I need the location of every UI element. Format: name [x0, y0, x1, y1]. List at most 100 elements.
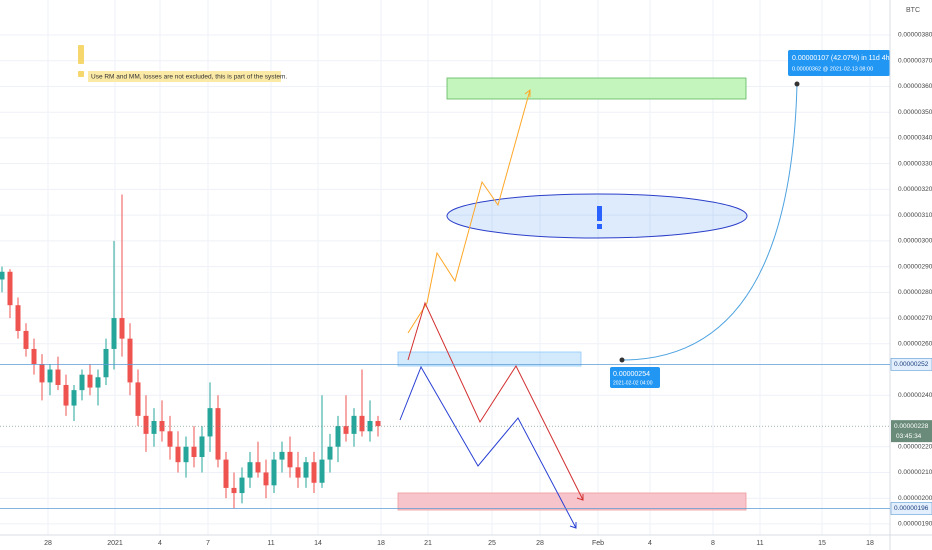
- x-tick-label: 21: [424, 540, 432, 547]
- candle-body: [247, 462, 253, 478]
- candle-body: [175, 446, 181, 463]
- y-tick-label: 0.00000210: [898, 469, 932, 476]
- buy-zone: [397, 351, 582, 367]
- candle-body: [335, 426, 341, 447]
- candle-body: [231, 487, 237, 494]
- anchor: [619, 357, 625, 363]
- candle-body: [79, 374, 85, 391]
- point-text: 2021-02-02 04:00: [613, 380, 653, 386]
- y-tick-label: 0.00000330: [898, 160, 932, 167]
- last-price-bg: [891, 420, 932, 443]
- candle-body: [255, 462, 261, 473]
- candle-body: [87, 374, 93, 388]
- candle-body: [279, 451, 285, 460]
- y-tick-label: 0.00000320: [898, 186, 932, 193]
- candle-body: [223, 459, 229, 488]
- x-tick-label: 18: [866, 540, 874, 547]
- x-tick-label: 4: [648, 540, 652, 547]
- candle-body: [319, 459, 325, 483]
- price-label: 0.00000252: [894, 361, 929, 368]
- x-tick-label: 28: [536, 540, 544, 547]
- candle-body: [215, 408, 221, 460]
- candle-body: [0, 271, 5, 280]
- y-tick-label: 0.00000310: [898, 212, 932, 219]
- y-tick-label: 0.00000360: [898, 83, 932, 90]
- arrow-head: [524, 88, 531, 97]
- candle-body: [303, 462, 309, 478]
- candle-body: [295, 467, 301, 478]
- x-tick-label: 2021: [107, 540, 123, 547]
- candle-body: [375, 421, 381, 427]
- candle-body: [119, 318, 125, 339]
- note-icon: [78, 45, 84, 64]
- candle-body: [343, 426, 349, 434]
- x-tick-label: 7: [206, 540, 210, 547]
- grid: [0, 0, 890, 535]
- candle-body: [71, 390, 77, 406]
- alert-icon: [597, 206, 602, 221]
- y-tick-label: 0.00000290: [898, 263, 932, 270]
- measure-text: 0.00000107 (42.07%) in 11d 4h: [792, 55, 890, 62]
- y-tick-label: 0.00000340: [898, 135, 932, 142]
- y-tick-label: 0.00000370: [898, 57, 932, 64]
- candle-body: [263, 472, 269, 486]
- point-box: [610, 367, 660, 388]
- candle-body: [239, 477, 245, 494]
- measure-box: [788, 50, 890, 76]
- candle-body: [311, 462, 317, 483]
- x-tick-label: 8: [711, 540, 715, 547]
- path-mid: [407, 301, 584, 501]
- candle-body: [271, 459, 277, 486]
- y-tick-label: 0.00000380: [898, 32, 932, 39]
- countdown: 03:45:34: [896, 433, 922, 440]
- candle-body: [55, 369, 61, 385]
- y-tick-label: 0.00000270: [898, 315, 932, 322]
- candle-body: [15, 305, 21, 331]
- y-tick-label: 0.00000220: [898, 443, 932, 450]
- note: Use RM and MM, losses are not excluded, …: [91, 74, 287, 81]
- candle-body: [7, 271, 13, 306]
- note-bg: [88, 71, 281, 82]
- price-label-bg: [890, 358, 932, 371]
- x-tick-label: 15: [818, 540, 826, 547]
- alert-icon: [597, 224, 602, 229]
- target-zone: [446, 77, 747, 100]
- candle-body: [111, 318, 117, 349]
- x-tick-label: 18: [377, 540, 385, 547]
- y-tick-label: 0.00000200: [898, 495, 932, 502]
- overlay: 0.00000190 0.00000200 0.00000210 0.00000220…: [0, 32, 932, 547]
- x-tick-label: 4: [158, 540, 162, 547]
- candle-body: [47, 369, 53, 383]
- candle-body: [327, 446, 333, 460]
- y-tick-label: 0.00000260: [898, 341, 932, 348]
- measure-text: 0.00000362 @ 2021-02-13 08:00: [792, 66, 873, 72]
- x-tick-label: 14: [314, 540, 322, 547]
- anchor: [794, 81, 800, 87]
- x-tick-label: 11: [267, 540, 274, 547]
- currency: BTC: [906, 7, 920, 14]
- candle-body: [199, 436, 205, 458]
- arrow-head: [576, 494, 584, 501]
- path-down: [399, 365, 577, 529]
- candle-body: [63, 384, 69, 406]
- last-price-label: 0.00000228: [894, 423, 929, 430]
- candle-body: [39, 364, 45, 383]
- point-text: 0.00000254: [613, 371, 650, 378]
- candle-body: [95, 377, 101, 388]
- candle-body: [183, 446, 189, 463]
- candle-body: [151, 421, 157, 434]
- projection-curve: [621, 83, 798, 361]
- y-tick-label: 0.00000280: [898, 289, 932, 296]
- candle-body: [167, 431, 173, 447]
- stop-zone: [397, 492, 747, 511]
- candle-body: [287, 451, 293, 468]
- y-tick-label: 0.00000300: [898, 238, 932, 245]
- price-label: 0.00000196: [894, 505, 929, 512]
- x-tick-label: 25: [488, 540, 496, 547]
- x-tick-label: 28: [44, 540, 52, 547]
- candle-body: [191, 446, 197, 458]
- candle-body: [359, 415, 365, 432]
- y-tick-label: 0.00000350: [898, 109, 932, 116]
- x-tick-label: 11: [756, 540, 763, 547]
- candles: [0, 194, 381, 509]
